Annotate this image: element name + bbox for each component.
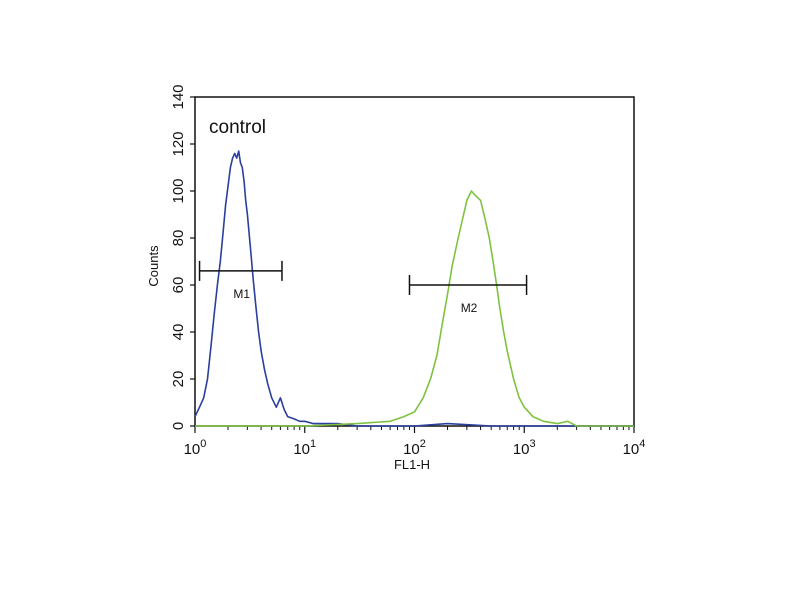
series-line-2 <box>195 190 634 427</box>
x-tick-label: 104 <box>623 438 646 458</box>
plot-frame <box>194 96 635 427</box>
y-axis: 0 20 40 60 80 100 120 140 <box>170 84 195 430</box>
series-line-1 <box>194 150 634 427</box>
x-axis: 100 101 102 103 104 <box>184 426 646 458</box>
y-axis-label: Counts <box>146 245 161 287</box>
y-tick-label: 100 <box>170 178 187 203</box>
y-tick-label: 80 <box>170 230 187 247</box>
sample-label: control <box>209 117 266 138</box>
y-tick-label: 40 <box>170 324 187 341</box>
gate-marker-label: M1 <box>233 287 250 301</box>
histogram-series <box>194 150 634 427</box>
gate-marker-m1: M1 <box>198 260 283 301</box>
x-tick-label: 103 <box>513 438 536 458</box>
y-tick-label: 140 <box>170 84 187 109</box>
y-tick-label: 60 <box>170 277 187 294</box>
y-tick-label: 20 <box>170 371 187 388</box>
gate-marker-label: M2 <box>461 301 478 315</box>
gate-markers: M1 M2 <box>198 260 528 315</box>
x-tick-label: 100 <box>184 438 207 458</box>
x-tick-label: 102 <box>403 438 426 458</box>
x-axis-label: FL1-H <box>394 457 430 472</box>
x-tick-label: 101 <box>293 438 316 458</box>
gate-marker-m2: M2 <box>408 275 528 315</box>
y-tick-label: 120 <box>170 131 187 156</box>
y-tick-label: 0 <box>170 422 187 430</box>
